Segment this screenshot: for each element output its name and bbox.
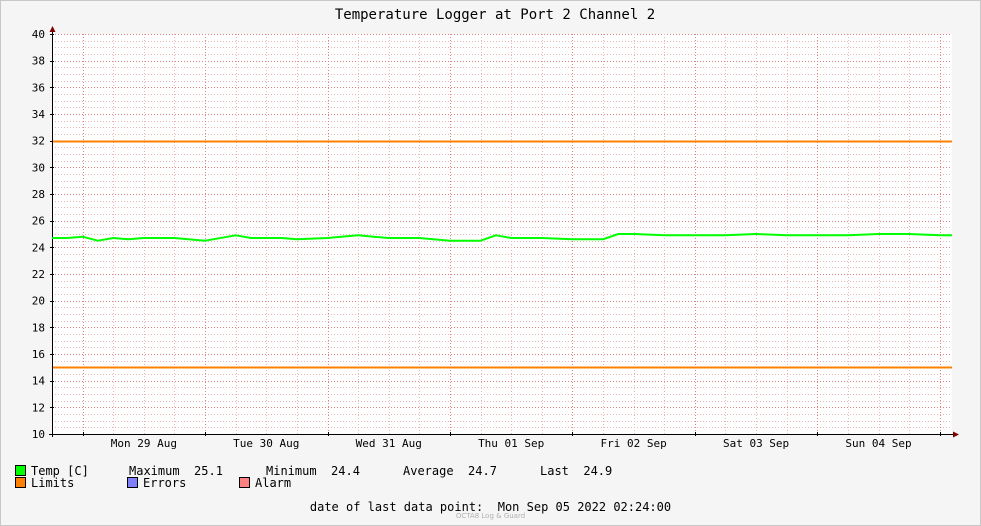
legend-minimum: Minimum 24.4 [266, 464, 360, 478]
legend-alarm: Alarm [239, 476, 291, 490]
minimum-label: Minimum [266, 464, 317, 478]
x-axis-arrow-icon [953, 431, 959, 438]
temp-swatch-icon [15, 465, 26, 476]
limit-lines [53, 140, 952, 369]
y-tick-label: 14 [32, 375, 46, 388]
last-data-point-value: Mon Sep 05 2022 02:24:00 [497, 500, 672, 514]
limits-swatch-icon [15, 477, 26, 488]
last-value: 24.9 [583, 464, 613, 478]
y-tick-label: 22 [32, 268, 45, 281]
last-label: Last [540, 464, 569, 478]
y-tick-label: 12 [32, 401, 45, 414]
y-tick-label: 18 [32, 321, 45, 334]
y-tick-label: 36 [32, 81, 45, 94]
last-data-point-label: date of last data point: [309, 500, 484, 514]
y-tick-label: 32 [32, 135, 45, 148]
average-value: 24.7 [468, 464, 497, 478]
legend-errors: Errors [127, 476, 186, 490]
legend: Temp [C] Maximum 25.1 Minimum 24.4 Avera… [1, 1, 612, 490]
y-axis-tick-labels: 10 12 14 16 18 20 22 24 26 28 30 32 34 36 38 40 [32, 28, 46, 441]
errors-swatch-icon [127, 477, 138, 488]
y-tick-label: 28 [32, 188, 45, 201]
y-tick-label: 40 [32, 28, 45, 41]
grid [52, 34, 952, 435]
y-tick-label: 26 [32, 215, 45, 228]
y-tick-label: 34 [32, 108, 46, 121]
x-day-label: Tue 30 Aug [233, 437, 299, 450]
y-tick-label: 24 [32, 241, 46, 254]
y-tick-label: 38 [32, 55, 45, 68]
legend-alarm-label: Alarm [255, 476, 292, 490]
y-axis-arrow-icon [49, 26, 56, 32]
watermark: OCTA8 Log & Guard [455, 512, 526, 520]
legend-limits: Limits [15, 476, 74, 490]
legend-temp: Temp [C] [15, 464, 89, 478]
legend-limits-label: Limits [31, 476, 75, 490]
average-label: Average [403, 464, 454, 478]
x-day-label: Wed 31 Aug [356, 437, 422, 450]
legend-last: Last 24.9 [540, 464, 612, 478]
minimum-value: 24.4 [331, 464, 360, 478]
legend-maximum: Maximum 25.1 [129, 464, 223, 478]
x-day-label: Mon 29 Aug [111, 437, 177, 450]
x-day-label: Sat 03 Sep [723, 437, 789, 450]
axes [49, 26, 959, 438]
maximum-label: Maximum [129, 464, 180, 478]
last-data-point: date of last data point: Mon Sep 05 2022… [1, 500, 980, 514]
chart-title: Temperature Logger at Port 2 Channel 2 [335, 7, 655, 23]
y-tick-label: 16 [32, 348, 45, 361]
alarm-swatch-icon [239, 477, 250, 488]
temp-series-line [52, 233, 952, 242]
legend-temp-label: Temp [C] [31, 464, 89, 478]
y-tick-label: 30 [32, 161, 45, 174]
x-day-label: Fri 02 Sep [601, 437, 667, 450]
y-tick-label: 20 [32, 295, 45, 308]
series-lines [52, 233, 952, 242]
legend-average: Average 24.7 [403, 464, 497, 478]
maximum-value: 25.1 [194, 464, 223, 478]
legend-errors-label: Errors [143, 476, 187, 490]
y-tick-label: 10 [32, 428, 45, 441]
x-axis-day-labels: Mon 29 Aug Tue 30 Aug Wed 31 Aug Thu 01 Sep… [111, 437, 912, 450]
x-day-label: Thu 01 Sep [478, 437, 544, 450]
x-day-label: Sun 04 Sep [845, 437, 911, 450]
